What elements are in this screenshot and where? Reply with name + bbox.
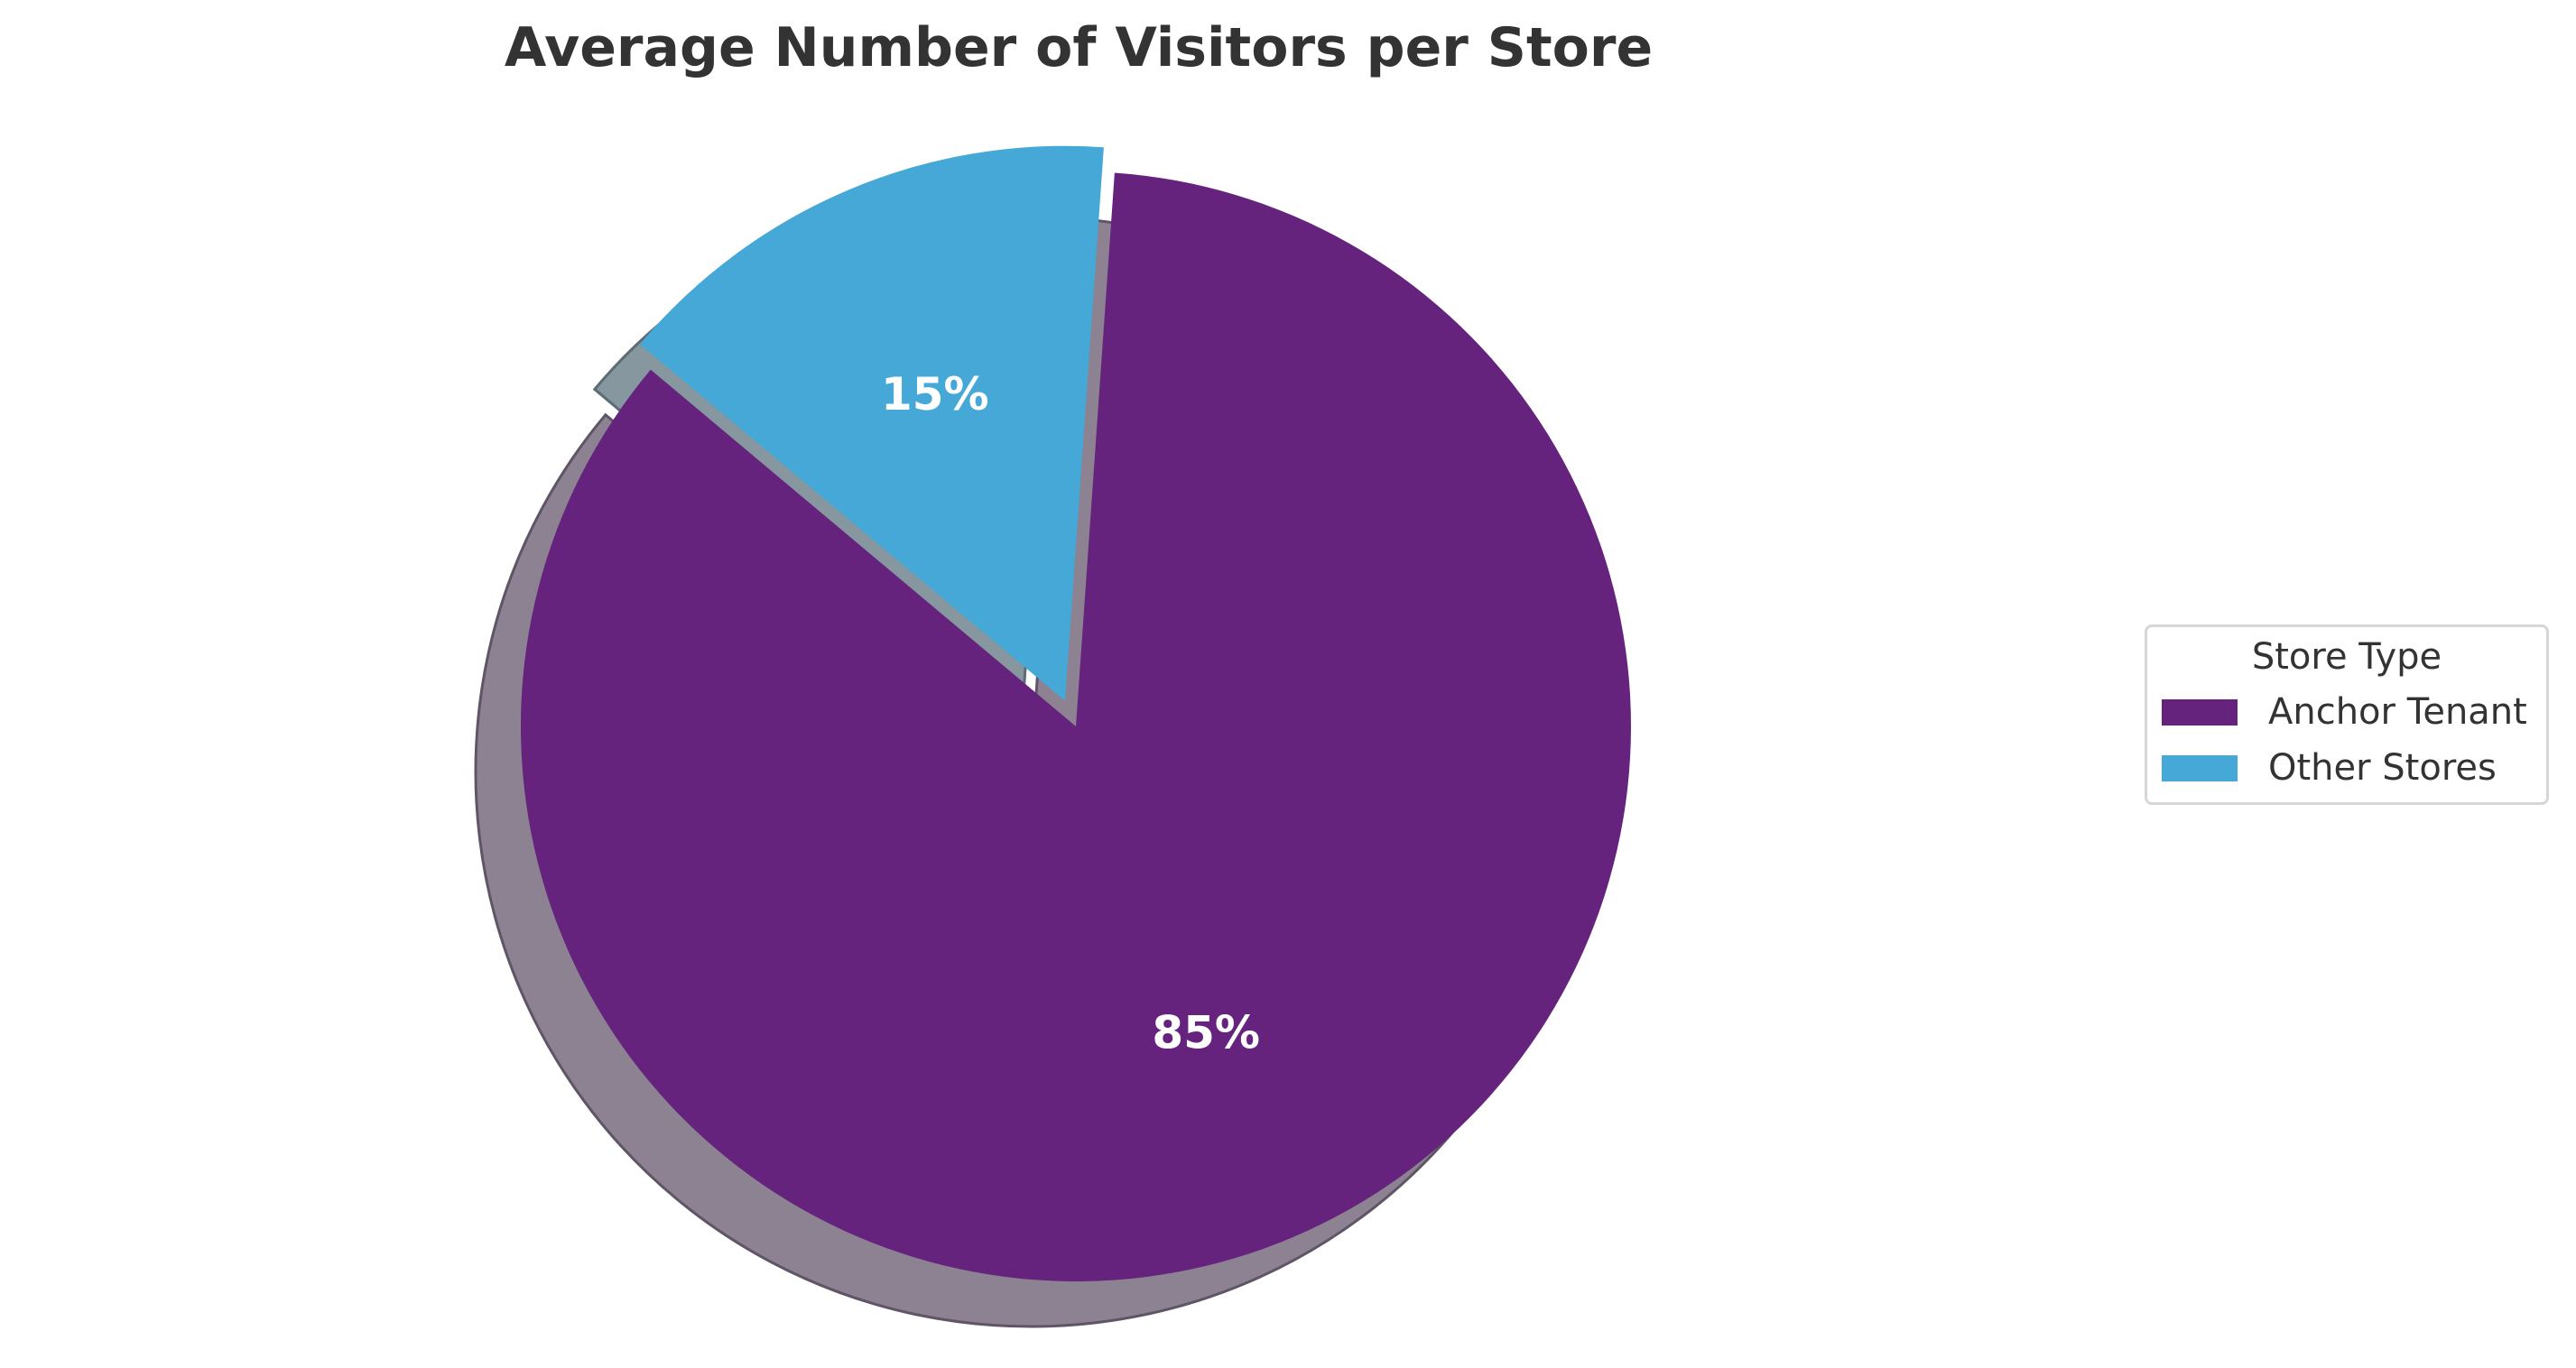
wedge-other-stores [639, 145, 1104, 701]
legend-title: Store Type [2251, 636, 2442, 678]
legend-label: Anchor Tenant [2268, 691, 2527, 733]
legend-swatch-other-stores [2162, 754, 2238, 781]
legend-item-anchor-tenant: Anchor Tenant [2162, 690, 2527, 734]
legend-item-other-stores: Other Stores [2162, 746, 2497, 790]
legend-swatch-anchor-tenant [2162, 698, 2238, 726]
pie-labels: 85% 15% [881, 368, 1260, 1059]
wedge-anchor-tenant [520, 172, 1631, 1282]
legend-label: Other Stores [2268, 747, 2497, 789]
pie-wedges [520, 145, 1631, 1282]
legend: Store Type Anchor Tenant Other Stores [2145, 624, 2549, 805]
pct-label-anchor-tenant: 85% [1152, 1007, 1260, 1059]
pct-label-other-stores: 15% [881, 368, 989, 421]
chart-title: Average Number of Visitors per Store [504, 16, 1654, 79]
